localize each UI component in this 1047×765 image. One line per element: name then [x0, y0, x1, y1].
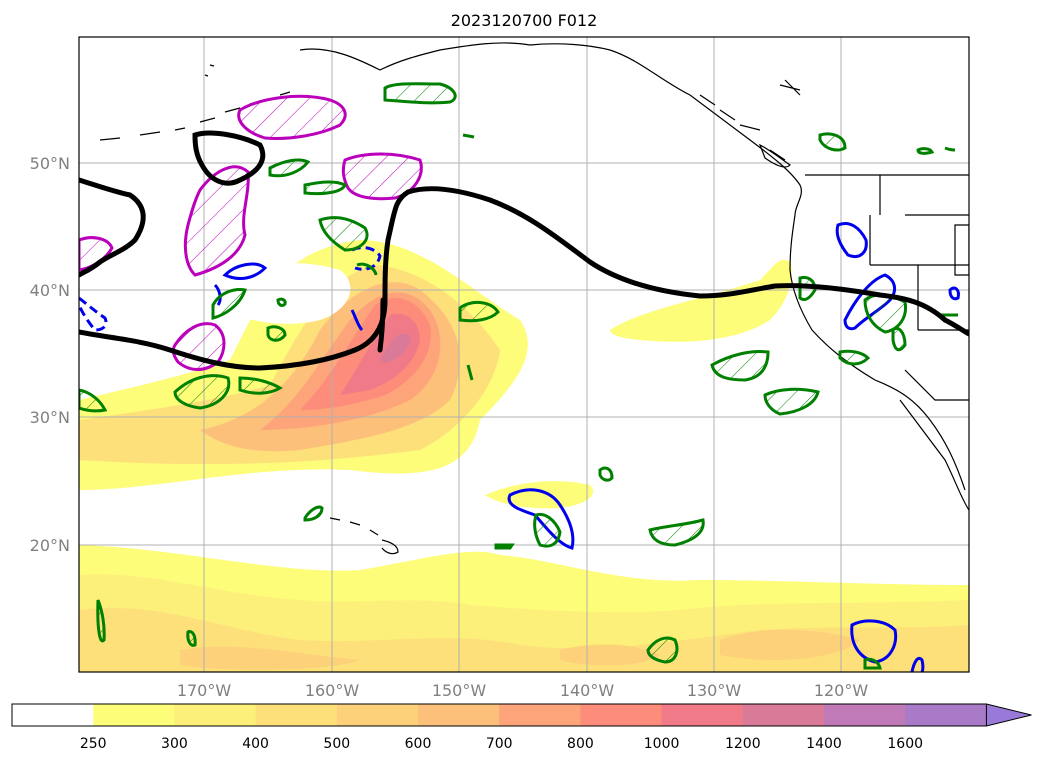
- lon-label-150w: 150°W: [432, 681, 487, 700]
- colorbar-segment: [12, 704, 94, 726]
- colorbar-tick-label: 400: [242, 736, 269, 752]
- colorbar-tick-label: 1000: [644, 736, 680, 752]
- lon-label-160w: 160°W: [305, 681, 360, 700]
- lon-label-170w: 170°W: [177, 681, 232, 700]
- colorbar-tick-label: 250: [80, 736, 107, 752]
- colorbar-segment: [255, 704, 338, 726]
- figure-title: 2023120700 F012: [451, 11, 598, 30]
- ivt-fill-southern-band: [79, 545, 969, 672]
- colorbar-segment: [661, 704, 744, 726]
- colorbar-segment: [580, 704, 663, 726]
- colorbar-outline: [11, 703, 987, 727]
- colorbar-tick-label: 300: [161, 736, 188, 752]
- jet-contours: [79, 130, 969, 371]
- lat-label-20n: 20°N: [30, 536, 70, 555]
- colorbar-tick-label: 1400: [806, 736, 842, 752]
- colorbar-segment: [336, 704, 419, 726]
- colorbar-segment: [93, 704, 175, 726]
- lat-label-30n: 30°N: [30, 408, 70, 427]
- lon-label-130w: 130°W: [687, 681, 742, 700]
- ivt-fill-central-patch: [485, 481, 594, 509]
- colorbar-tick-label: 700: [486, 736, 513, 752]
- lon-label-120w: 120°W: [814, 681, 869, 700]
- colorbar-segment: [824, 704, 906, 726]
- colorbar-extend-max: [985, 703, 1032, 727]
- colorbar-tick-label: 800: [567, 736, 594, 752]
- colorbar-segment: [742, 704, 825, 726]
- map-gridlines: [79, 37, 969, 672]
- magenta-contours: [79, 94, 423, 371]
- colorbar-segment: [174, 704, 257, 726]
- colorbar-segment: [905, 704, 987, 726]
- lat-labels: 50°N 40°N 30°N 20°N: [30, 154, 70, 555]
- map-area: [79, 37, 969, 672]
- lon-labels: 170°W 160°W 150°W 140°W 130°W 120°W: [177, 681, 869, 700]
- colorbar-segment: [418, 704, 500, 726]
- lon-label-140w: 140°W: [560, 681, 615, 700]
- map-frame: [78, 36, 970, 673]
- lat-label-40n: 40°N: [30, 281, 70, 300]
- lat-label-50n: 50°N: [30, 154, 70, 173]
- ivt-fill-california-plume: [610, 259, 792, 342]
- colorbar-segment: [499, 704, 581, 726]
- colorbar-tick-label: 500: [323, 736, 350, 752]
- green-contours: [79, 82, 958, 670]
- colorbar: 250 300 400 500 600 700 800 1000 1200 1400 1600: [11, 703, 1032, 752]
- colorbar-tick-label: 1600: [887, 736, 923, 752]
- colorbar-tick-label: 1200: [725, 736, 761, 752]
- colorbar-tick-label: 600: [405, 736, 432, 752]
